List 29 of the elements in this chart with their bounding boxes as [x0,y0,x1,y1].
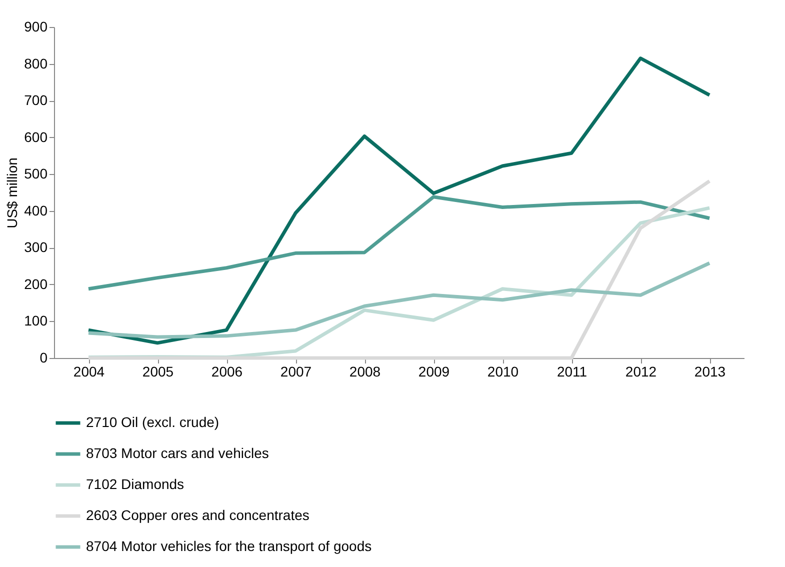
y-tick-label: 900 [24,18,48,34]
x-tick-label: 2004 [73,364,105,380]
x-tick-label: 2010 [487,364,519,380]
x-tick-label: 2007 [280,364,312,380]
y-tick-label: 200 [24,276,48,292]
legend-label: 7102 Diamonds [86,476,184,492]
y-tick-label: 300 [24,239,48,256]
y-tick-label: 400 [24,202,48,218]
x-tick-label: 2005 [142,364,174,380]
y-tick-label: 600 [24,128,48,145]
legend-label: 8703 Motor cars and vehicles [86,445,269,461]
x-tick-label: 2011 [556,364,588,380]
y-tick-label: 100 [24,312,48,329]
y-tick-label: 700 [24,92,48,108]
x-tick-label: 2012 [625,364,657,380]
line-series [86,261,712,339]
y-tick-label: 0 [40,350,48,366]
legend-label: 2603 Copper ores and concentrates [86,507,310,523]
y-tick-label: 500 [24,166,48,182]
legend-label: 2710 Oil (excl. crude) [86,414,220,430]
x-tick-label: 2006 [211,364,243,380]
line-series [86,195,712,291]
y-axis-title: US$ million [4,158,20,228]
line-series [86,56,712,345]
y-tick-label: 800 [24,55,48,72]
x-tick-label: 2013 [694,364,726,380]
x-tick-label: 2008 [349,364,381,380]
legend-label: 8704 Motor vehicles for the transport of goods [86,538,372,554]
x-tick-label: 2009 [418,364,450,380]
